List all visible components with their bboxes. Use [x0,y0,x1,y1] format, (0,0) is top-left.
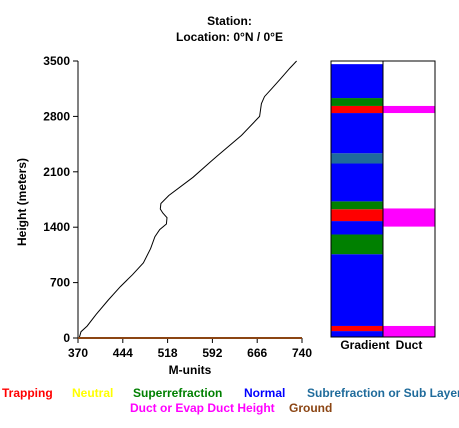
duct-background [383,61,435,337]
gradient-label: Gradient [340,338,389,352]
gradient-band [331,221,383,235]
x-tick-label: 666 [247,346,267,360]
station-label: Station: [207,14,252,28]
m-unit-profile-plot: 0 700 1400 2100 2800 3500 370 444 518 592 666 740 [43,54,312,360]
gradient-band [331,113,383,154]
x-tick-label: 370 [68,346,88,360]
duct-band [383,105,435,114]
gradient-band [331,209,383,222]
legend-subrefraction: Subrefraction or Sub Layer [307,386,459,400]
location-label: Location: 0°N / 0°E [176,30,283,44]
duct-band [383,325,435,337]
gradient-band [331,64,383,99]
gradient-band [331,105,383,114]
x-tick-label: 740 [292,346,312,360]
gradient-band [331,331,383,337]
gradient-band [331,254,383,326]
x-tick-label: 518 [158,346,178,360]
m-unit-profile-line [78,60,297,339]
legend-ground: Ground [289,401,333,415]
gradient-band [331,325,383,332]
y-tick-label: 1400 [43,220,70,234]
duct-label: Duct [396,338,423,352]
duct-border [382,60,436,338]
legend-trapping: Trapping [2,386,53,400]
y-axis-label: Height (meters) [15,157,29,247]
gradient-column: Gradient [330,60,390,352]
gradient-band [331,163,383,202]
legend-duct: Duct or Evap Duct Height [130,401,275,415]
y-tick-label: 2800 [43,109,70,123]
x-axis-label: M-units [168,363,212,377]
duct-band [383,208,435,227]
x-tick-label: 444 [113,346,133,360]
legend-normal: Normal [244,386,286,400]
y-tick-label: 700 [50,276,70,290]
y-tick-label: 3500 [43,54,70,68]
y-tick-label: 2100 [43,165,70,179]
x-tick-label: 592 [202,346,222,360]
gradient-band [331,201,383,210]
gradient-band [331,234,383,255]
y-tick-label: 0 [63,331,70,345]
gradient-band [331,153,383,164]
duct-column: Duct [382,60,436,352]
legend-superrefraction: Superrefraction [133,386,223,400]
legend-neutral: Neutral [72,386,114,400]
gradient-band [331,98,383,106]
